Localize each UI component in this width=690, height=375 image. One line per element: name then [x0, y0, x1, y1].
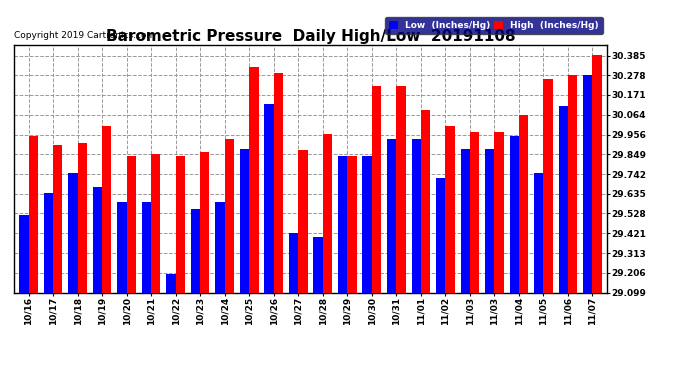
Legend: Low  (Inches/Hg), High  (Inches/Hg): Low (Inches/Hg), High (Inches/Hg) — [386, 17, 602, 33]
Bar — [495, 132, 504, 292]
Bar — [166, 274, 176, 292]
Bar — [298, 150, 308, 292]
Bar — [289, 233, 298, 292]
Bar — [460, 148, 470, 292]
Bar — [387, 140, 396, 292]
Bar — [151, 154, 161, 292]
Bar — [411, 140, 421, 292]
Bar — [274, 73, 283, 292]
Bar — [510, 136, 519, 292]
Bar — [593, 55, 602, 292]
Bar — [142, 202, 151, 292]
Bar — [436, 178, 445, 292]
Bar — [347, 156, 357, 292]
Bar — [43, 193, 53, 292]
Bar — [534, 172, 544, 292]
Bar — [240, 148, 249, 292]
Bar — [225, 140, 234, 292]
Title: Barometric Pressure  Daily High/Low  20191108: Barometric Pressure Daily High/Low 20191… — [106, 29, 515, 44]
Bar — [215, 202, 225, 292]
Bar — [53, 145, 62, 292]
Bar — [191, 209, 200, 292]
Bar — [372, 86, 381, 292]
Bar — [264, 104, 274, 292]
Bar — [470, 132, 479, 292]
Bar — [126, 156, 136, 292]
Bar — [568, 75, 578, 292]
Bar — [68, 172, 77, 292]
Bar — [485, 148, 495, 292]
Bar — [544, 78, 553, 292]
Bar — [396, 86, 406, 292]
Bar — [313, 237, 323, 292]
Bar — [519, 116, 529, 292]
Bar — [77, 143, 87, 292]
Bar — [583, 75, 593, 292]
Text: Copyright 2019 Cartronics.com: Copyright 2019 Cartronics.com — [14, 32, 155, 40]
Bar — [559, 106, 568, 292]
Bar — [362, 156, 372, 292]
Bar — [323, 134, 332, 292]
Bar — [28, 136, 38, 292]
Bar — [445, 126, 455, 292]
Bar — [102, 126, 111, 292]
Bar — [176, 156, 185, 292]
Bar — [249, 68, 259, 292]
Bar — [338, 156, 347, 292]
Bar — [200, 152, 210, 292]
Bar — [19, 215, 28, 292]
Bar — [117, 202, 126, 292]
Bar — [421, 110, 430, 292]
Bar — [92, 187, 102, 292]
